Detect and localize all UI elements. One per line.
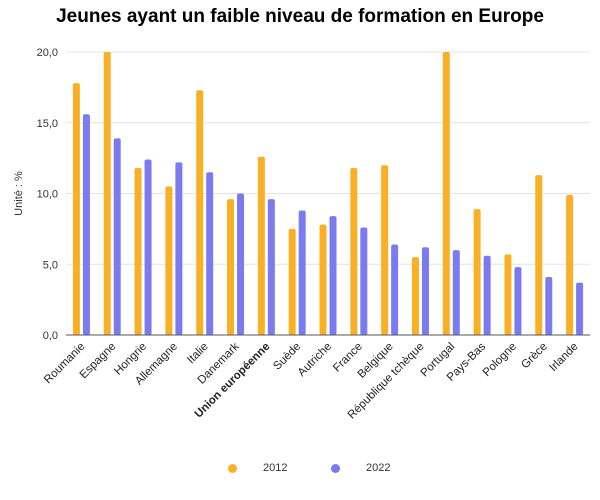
legend-swatch-2022 bbox=[331, 463, 340, 473]
bar-2012-3 bbox=[165, 186, 173, 335]
bar-2022-0 bbox=[82, 114, 90, 335]
y-tick-label: 5,0 bbox=[43, 259, 58, 271]
x-tick-label: Irlande bbox=[547, 341, 580, 374]
y-axis-label: Unité : % bbox=[13, 171, 25, 216]
y-tick-label: 20,0 bbox=[37, 47, 58, 59]
bar-2012-5 bbox=[227, 199, 235, 335]
y-tick-label: 15,0 bbox=[37, 118, 58, 130]
y-tick-label: 0,0 bbox=[43, 330, 58, 342]
chart-title: Jeunes ayant un faible niveau de formati… bbox=[56, 6, 544, 27]
bar-2012-12 bbox=[442, 52, 450, 335]
bar-2012-1 bbox=[103, 52, 111, 335]
legend-label-2012: 2012 bbox=[263, 462, 288, 474]
x-tick-label: Pologne bbox=[481, 341, 519, 379]
x-tick-label: Autriche bbox=[296, 341, 334, 379]
x-tick-label: Italie bbox=[185, 341, 211, 367]
bar-2012-14 bbox=[504, 254, 512, 335]
legend-label-2022: 2022 bbox=[366, 462, 391, 474]
bar-2012-2 bbox=[134, 168, 142, 335]
bar-2022-6 bbox=[267, 199, 275, 335]
legend-item-2022[interactable]: 2022 bbox=[331, 462, 390, 474]
x-tick-label: Grèce bbox=[519, 341, 550, 372]
bar-2022-3 bbox=[175, 162, 183, 335]
legend: 2012 2022 bbox=[0, 462, 600, 482]
bar-2012-9 bbox=[350, 168, 358, 335]
bar-2012-15 bbox=[535, 175, 543, 335]
x-tick-label: Roumanie bbox=[42, 341, 88, 387]
bar-2012-16 bbox=[566, 194, 574, 335]
bar-2022-13 bbox=[483, 255, 491, 335]
bar-2012-6 bbox=[257, 156, 265, 335]
bar-2012-8 bbox=[319, 224, 327, 335]
bar-2022-15 bbox=[545, 276, 553, 335]
bar-2012-13 bbox=[473, 209, 481, 335]
bar-2022-8 bbox=[329, 216, 337, 335]
bar-2022-4 bbox=[206, 172, 214, 335]
legend-swatch-2012 bbox=[228, 463, 237, 473]
bar-2022-1 bbox=[113, 138, 121, 335]
bar-2022-11 bbox=[421, 247, 429, 335]
legend-item-2012[interactable]: 2012 bbox=[228, 462, 287, 474]
y-tick-label: 10,0 bbox=[37, 189, 58, 201]
bar-2012-7 bbox=[288, 228, 296, 335]
bar-2022-5 bbox=[237, 193, 245, 335]
bar-2012-11 bbox=[411, 257, 419, 335]
bar-2012-0 bbox=[72, 83, 80, 335]
bar-2022-14 bbox=[514, 267, 522, 335]
bar-2022-16 bbox=[576, 282, 584, 335]
bar-2022-12 bbox=[452, 250, 460, 335]
bar-2022-7 bbox=[298, 210, 306, 335]
bar-2022-2 bbox=[144, 159, 152, 335]
bar-2022-10 bbox=[391, 244, 399, 335]
bar-2022-9 bbox=[360, 227, 368, 335]
bar-2012-10 bbox=[381, 165, 389, 335]
bar-2012-4 bbox=[196, 90, 204, 335]
